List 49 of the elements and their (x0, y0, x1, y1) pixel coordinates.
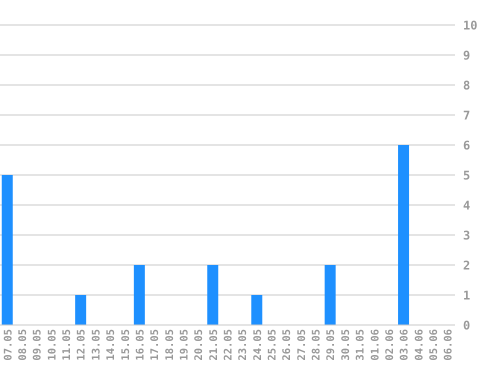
x-tick-label: 13.05 (90, 329, 102, 361)
x-tick-label: 18.05 (164, 329, 176, 361)
x-tick-label: 30.05 (340, 329, 352, 361)
x-tick-label: 05.06 (428, 329, 440, 361)
bar (324, 265, 336, 325)
x-tick-label: 21.05 (208, 329, 220, 361)
x-tick-label: 31.05 (354, 329, 367, 361)
y-tick-label: 9 (463, 48, 470, 62)
x-tick-label: 29.05 (325, 329, 338, 361)
y-tick-label: 3 (463, 228, 470, 242)
y-tick-label: 4 (463, 198, 470, 212)
x-tick-label: 27.05 (296, 329, 308, 361)
bar (398, 145, 410, 325)
x-tick-label: 10.05 (46, 329, 58, 361)
y-tick-label: 8 (463, 78, 470, 92)
bar (2, 175, 13, 325)
x-tick-label: 26.05 (281, 329, 294, 361)
x-tick-label: 09.05 (32, 329, 44, 361)
bar (207, 265, 218, 325)
y-tick-label: 0 (463, 318, 470, 332)
x-tick-label: 02.06 (384, 329, 396, 361)
x-tick-label: 24.05 (252, 329, 264, 361)
x-tick-label: 12.05 (76, 329, 88, 361)
x-tick-label: 25.05 (266, 329, 279, 361)
x-tick-label: 14.05 (105, 329, 118, 361)
bar (251, 295, 262, 325)
x-tick-label: 16.05 (134, 329, 146, 361)
y-tick-label: 7 (463, 108, 470, 122)
x-tick-label: 11.05 (61, 329, 74, 361)
y-tick-label: 1 (463, 288, 470, 302)
x-tick-label: 08.05 (17, 329, 30, 361)
x-tick-label: 03.06 (398, 329, 411, 361)
x-tick-label: 15.05 (120, 329, 132, 361)
x-tick-label: 17.05 (149, 329, 162, 361)
y-tick-label: 5 (463, 168, 470, 182)
y-tick-label: 2 (463, 258, 470, 272)
x-tick-label: 04.06 (413, 329, 426, 361)
x-tick-label: 20.05 (193, 329, 206, 361)
bar (75, 295, 86, 325)
x-tick-label: 22.05 (222, 329, 234, 361)
x-tick-label: 19.05 (178, 329, 190, 361)
bar (134, 265, 145, 325)
x-tick-label: 28.05 (310, 329, 323, 361)
y-tick-label: 6 (463, 138, 470, 152)
x-tick-label: 07.05 (2, 329, 14, 361)
y-tick-label: 10 (463, 18, 478, 32)
x-tick-label: 23.05 (237, 329, 250, 361)
x-tick-label: 06.06 (442, 329, 455, 361)
x-tick-label: 01.06 (369, 329, 382, 361)
